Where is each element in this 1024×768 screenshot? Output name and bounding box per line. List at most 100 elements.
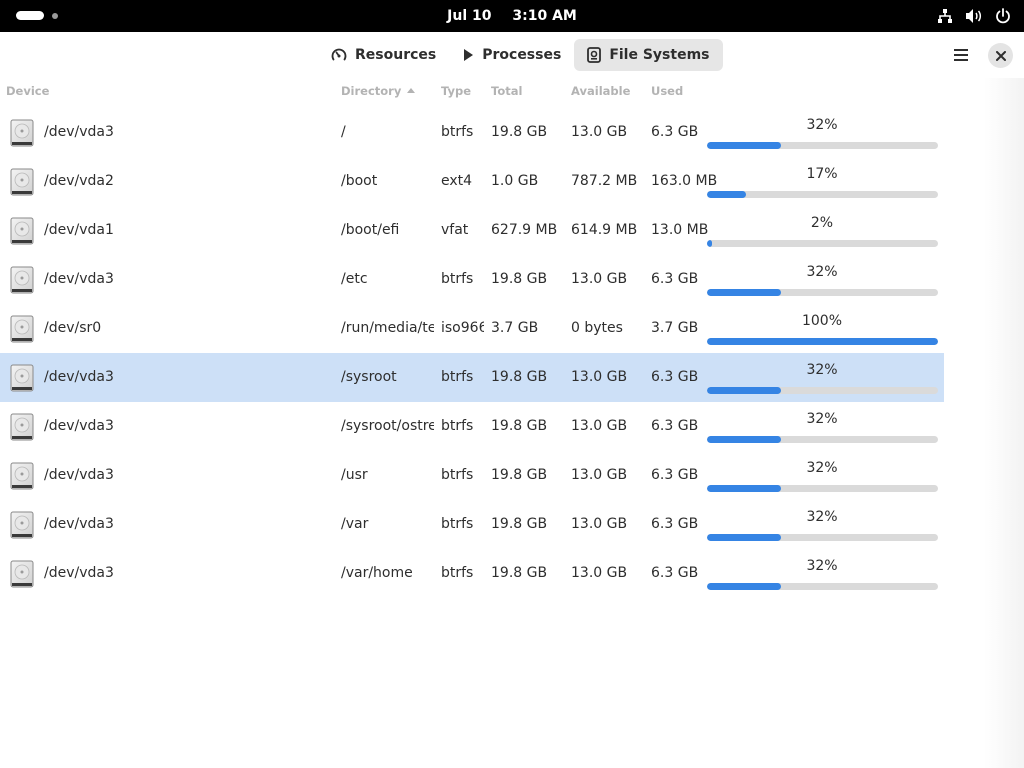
directory-cell: /: [341, 124, 346, 140]
type-cell: ext4: [441, 173, 473, 189]
available-cell: 13.0 GB: [571, 124, 628, 140]
column-header-device[interactable]: Device: [6, 84, 50, 98]
close-icon: [995, 46, 1006, 65]
network-icon[interactable]: [936, 7, 954, 25]
volume-icon[interactable]: [965, 7, 983, 25]
available-cell: 13.0 GB: [571, 516, 628, 532]
power-icon[interactable]: [994, 7, 1012, 25]
available-cell: 13.0 GB: [571, 467, 628, 483]
type-cell: btrfs: [441, 565, 474, 581]
top-bar: Jul 10 3:10 AM: [0, 0, 1024, 32]
tab-resources-label: Resources: [355, 47, 437, 63]
table-row[interactable]: /dev/vda3/sysroot btrfs 19.8 GB 13.0 GB 6.3 …: [0, 353, 944, 402]
column-header-type[interactable]: Type: [441, 84, 472, 98]
available-cell: 13.0 GB: [571, 418, 628, 434]
available-cell: 0 bytes: [571, 320, 623, 336]
disk-icon: [587, 47, 602, 63]
table-row[interactable]: /dev/vda3/var/home btrfs 19.8 GB 13.0 GB 6.3…: [0, 549, 944, 598]
scroll-edge-shadow: [984, 78, 1024, 768]
usage-progress-fill: [707, 583, 781, 590]
usage-progress-fill: [707, 485, 781, 492]
usage-progress-bar: [707, 289, 938, 296]
clock-date: Jul 10: [447, 8, 492, 24]
table-row[interactable]: /dev/vda2/boot ext4 1.0 GB 787.2 MB 163.0 MB…: [0, 157, 944, 206]
column-header-directory[interactable]: Directory: [341, 84, 416, 100]
usage-progress-bar: [707, 191, 938, 198]
usage-progress-fill: [707, 142, 781, 149]
total-cell: 627.9 MB: [491, 222, 558, 238]
directory-cell: /sysroot: [341, 369, 397, 385]
column-header-used[interactable]: Used: [651, 84, 684, 98]
used-cell: 13.0 MB: [651, 222, 709, 238]
table-row[interactable]: /dev/vda3 / btrfs 19.8 GB 13.0 GB 6.3 GB 32%: [0, 108, 944, 157]
usage-percent-label: 32%: [806, 509, 838, 525]
table-row[interactable]: /dev/vda3/etc btrfs 19.8 GB 13.0 GB 6.3 GB 32…: [0, 255, 944, 304]
column-header-total[interactable]: Total: [491, 84, 523, 98]
type-cell: iso9660: [441, 320, 484, 336]
used-cell: 163.0 MB: [651, 173, 718, 189]
clock[interactable]: Jul 10 3:10 AM: [0, 0, 1024, 32]
activities-indicator[interactable]: [16, 11, 58, 20]
type-cell: vfat: [441, 222, 469, 238]
drive-harddisk-icon: [10, 560, 34, 588]
gauge-icon: [331, 47, 347, 63]
usage-progress-bar: [707, 240, 938, 247]
usage-percent-label: 32%: [806, 558, 838, 574]
drive-harddisk-icon: [10, 315, 34, 343]
workspace-active-indicator: [16, 11, 44, 20]
usage-progress-bar: [707, 583, 938, 590]
total-cell: 19.8 GB: [491, 516, 548, 532]
total-cell: 3.7 GB: [491, 320, 539, 336]
table-row[interactable]: /dev/sr0/run/media/test iso9660 3.7 GB 0 by…: [0, 304, 944, 353]
total-cell: 19.8 GB: [491, 565, 548, 581]
directory-cell: /sysroot/ostree: [341, 418, 434, 434]
usage-progress-bar: [707, 142, 938, 149]
available-cell: 13.0 GB: [571, 271, 628, 287]
used-cell: 6.3 GB: [651, 369, 699, 385]
used-cell: 6.3 GB: [651, 467, 699, 483]
header-bar: Resources Processes File Systems: [0, 32, 1024, 78]
type-cell: btrfs: [441, 467, 474, 483]
usage-progress-fill: [707, 436, 781, 443]
close-button[interactable]: [988, 43, 1013, 68]
tab-processes[interactable]: Processes: [449, 39, 574, 71]
directory-cell: /run/media/test: [341, 320, 434, 336]
drive-harddisk-icon: [10, 266, 34, 294]
usage-percent-label: 32%: [806, 411, 838, 427]
device-cell: /dev/vda3: [44, 124, 114, 140]
table-row[interactable]: /dev/vda3/sysroot/ostree btrfs 19.8 GB 13.0…: [0, 402, 944, 451]
tab-resources[interactable]: Resources: [318, 39, 449, 71]
usage-percent-label: 32%: [806, 264, 838, 280]
device-cell: /dev/vda3: [44, 565, 114, 581]
device-cell: /dev/vda1: [44, 222, 114, 238]
usage-percent-label: 32%: [806, 362, 838, 378]
main-menu-button[interactable]: [946, 46, 976, 66]
column-header-available[interactable]: Available: [571, 84, 631, 98]
directory-cell: /boot: [341, 173, 378, 189]
usage-progress-fill: [707, 240, 712, 247]
system-tray[interactable]: [936, 7, 1012, 25]
total-cell: 19.8 GB: [491, 271, 548, 287]
type-cell: btrfs: [441, 418, 474, 434]
usage-progress-bar: [707, 485, 938, 492]
device-cell: /dev/vda3: [44, 418, 114, 434]
table-row[interactable]: /dev/vda3/usr btrfs 19.8 GB 13.0 GB 6.3 GB 32…: [0, 451, 944, 500]
usage-percent-label: 100%: [801, 313, 843, 329]
table-row[interactable]: /dev/vda3/var btrfs 19.8 GB 13.0 GB 6.3 GB 32…: [0, 500, 944, 549]
total-cell: 19.8 GB: [491, 418, 548, 434]
available-cell: 787.2 MB: [571, 173, 638, 189]
table-row[interactable]: /dev/vda1/boot/efi vfat 627.9 MB 614.9 MB 13…: [0, 206, 944, 255]
usage-progress-fill: [707, 534, 781, 541]
total-cell: 19.8 GB: [491, 467, 548, 483]
device-cell: /dev/sr0: [44, 320, 102, 336]
usage-progress-fill: [707, 387, 781, 394]
drive-harddisk-icon: [10, 168, 34, 196]
clock-time: 3:10 AM: [512, 8, 577, 24]
tab-file-systems[interactable]: File Systems: [574, 39, 723, 71]
sort-ascending-icon: [407, 88, 416, 93]
usage-progress-bar: [707, 534, 938, 541]
used-cell: 6.3 GB: [651, 418, 699, 434]
usage-progress-bar: [707, 387, 938, 394]
directory-cell: /boot/efi: [341, 222, 400, 238]
usage-progress-fill: [707, 338, 938, 345]
